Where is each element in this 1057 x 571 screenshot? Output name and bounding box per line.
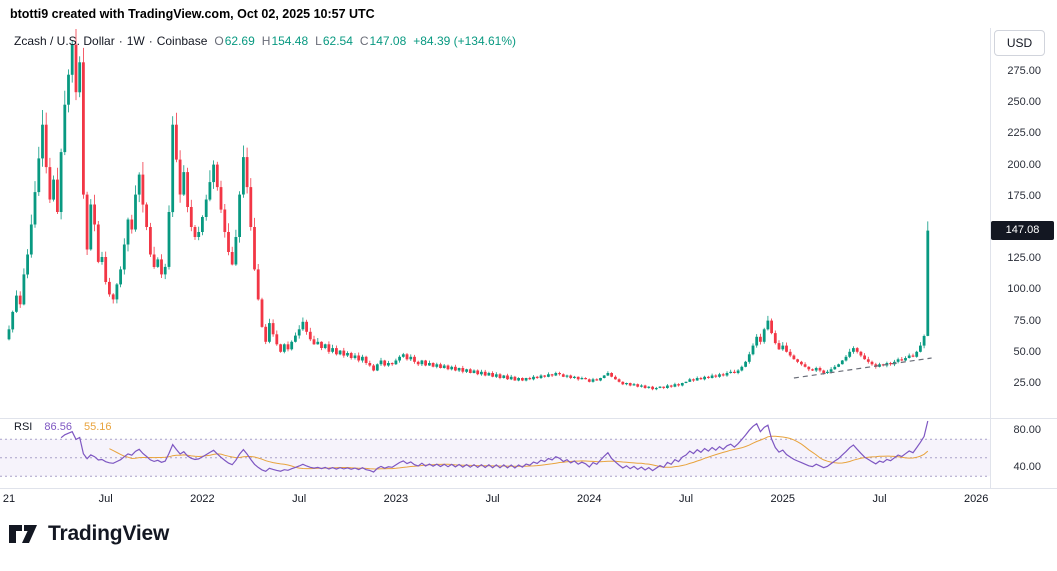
rsi-legend[interactable]: RSI 86.56 55.16 — [14, 421, 112, 433]
interval-label: 1W — [126, 34, 145, 48]
tradingview-wordmark[interactable]: TradingView — [48, 522, 170, 545]
time-tick: 2023 — [383, 493, 409, 505]
price-tick: 100.00 — [1007, 283, 1041, 296]
close-value: 147.08 — [369, 34, 407, 48]
symbol-title: Zcash / U.S. Dollar — [14, 34, 115, 48]
price-tick: 275.00 — [1007, 65, 1041, 77]
rsi-ma-value: 55.16 — [84, 421, 112, 433]
high-value: 154.48 — [271, 34, 309, 48]
time-tick: Jul — [292, 493, 307, 505]
high-label: H — [261, 34, 271, 48]
time-tick: 2024 — [577, 493, 602, 505]
price-tick: 200.00 — [1007, 158, 1041, 171]
price-tick: 75.00 — [1013, 314, 1041, 327]
rsi-pane-chart[interactable] — [0, 418, 990, 488]
rsi-tick: 40.00 — [1013, 461, 1041, 473]
time-tick: 2025 — [770, 493, 796, 505]
price-axis[interactable]: USD 147.08 275.00 250.00 225.00 200.00 175.0… — [990, 0, 1057, 571]
price-tick: 125.00 — [1007, 252, 1041, 265]
open-value: 62.69 — [224, 34, 255, 48]
price-tick: 225.00 — [1007, 127, 1041, 140]
rsi-value: 86.56 — [44, 421, 72, 433]
time-tick: Jul — [678, 493, 694, 505]
tradingview-logo-icon[interactable] — [8, 522, 41, 546]
low-label: L — [315, 34, 322, 48]
symbol-legend[interactable]: Zcash / U.S. Dollar · 1W · Coinbase O62.69 H15… — [14, 34, 516, 48]
price-tick: 25.00 — [1013, 377, 1041, 389]
price-tick: 175.00 — [1007, 189, 1041, 202]
time-tick: 2026 — [963, 493, 989, 505]
rsi-tick: 80.00 — [1013, 424, 1041, 436]
time-tick: 2022 — [190, 493, 215, 505]
trendline[interactable] — [793, 357, 932, 379]
price-axis-separator — [990, 28, 991, 488]
open-label: O — [214, 34, 224, 48]
last-price-badge: 147.08 — [991, 221, 1054, 241]
attribution-text: btotti9 created with TradingView.com, Oc… — [10, 7, 375, 21]
time-tick: 21 — [2, 493, 16, 505]
close-label: C — [359, 34, 369, 48]
time-tick: Jul — [98, 493, 113, 505]
exchange-label: Coinbase — [156, 34, 208, 48]
low-value: 62.54 — [322, 34, 353, 48]
pane-separator[interactable] — [0, 418, 1057, 419]
legend-separator: · — [118, 34, 123, 48]
currency-button[interactable]: USD — [994, 30, 1045, 56]
time-axis-separator — [0, 488, 1057, 489]
change-value: +84.39 (+134.61%) — [413, 34, 516, 48]
time-axis[interactable]: 21 Jul 2022 Jul 2023 Jul 2024 Jul 2025 Jul 2026 — [0, 488, 990, 512]
time-tick: Jul — [872, 493, 887, 505]
footer[interactable]: TradingView — [8, 522, 169, 546]
rsi-label: RSI — [14, 421, 33, 433]
price-tick: 50.00 — [1013, 345, 1041, 358]
price-tick: 250.00 — [1007, 96, 1041, 109]
time-tick: Jul — [485, 493, 500, 505]
legend-separator: · — [148, 34, 153, 48]
price-pane-candlestick-chart[interactable] — [0, 28, 990, 418]
